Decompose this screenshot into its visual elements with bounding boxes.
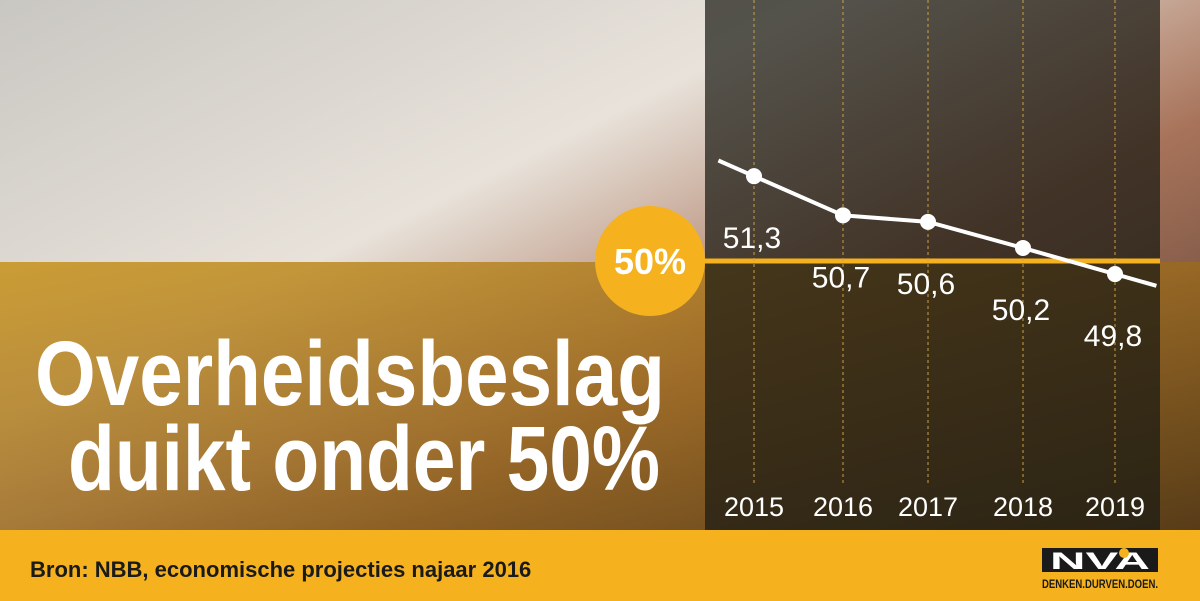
x-tick-label: 2018 bbox=[993, 492, 1053, 522]
chart-panel bbox=[705, 0, 1160, 530]
data-point bbox=[920, 213, 936, 230]
value-label: 51,3 bbox=[723, 222, 781, 255]
x-tick-label: 2016 bbox=[813, 492, 873, 522]
data-point bbox=[835, 207, 851, 224]
x-tick-label: 2017 bbox=[898, 492, 958, 522]
value-label: 49,8 bbox=[1084, 320, 1142, 353]
data-point bbox=[1015, 239, 1031, 256]
title-line: duikt onder 50% bbox=[68, 408, 660, 510]
data-point bbox=[1107, 266, 1123, 283]
reference-label: 50% bbox=[614, 241, 686, 282]
footer-bar bbox=[0, 530, 1200, 601]
value-label: 50,6 bbox=[897, 268, 955, 301]
value-label: 50,7 bbox=[812, 261, 870, 294]
title-line: Overheidsbeslag bbox=[35, 323, 665, 425]
data-point bbox=[746, 168, 762, 185]
logo-box bbox=[1042, 548, 1158, 572]
source: Bron: NBB, economische projecties najaar… bbox=[30, 557, 531, 582]
logo-text: NVA bbox=[1050, 548, 1150, 575]
logo-slogan: DENKEN.DURVEN.DOEN. bbox=[1042, 577, 1158, 591]
x-tick-label: 2015 bbox=[724, 492, 784, 522]
x-tick-label: 2019 bbox=[1085, 492, 1145, 522]
value-label: 50,2 bbox=[992, 294, 1050, 327]
logo-dot bbox=[1119, 548, 1129, 558]
reference-badge bbox=[595, 206, 705, 316]
